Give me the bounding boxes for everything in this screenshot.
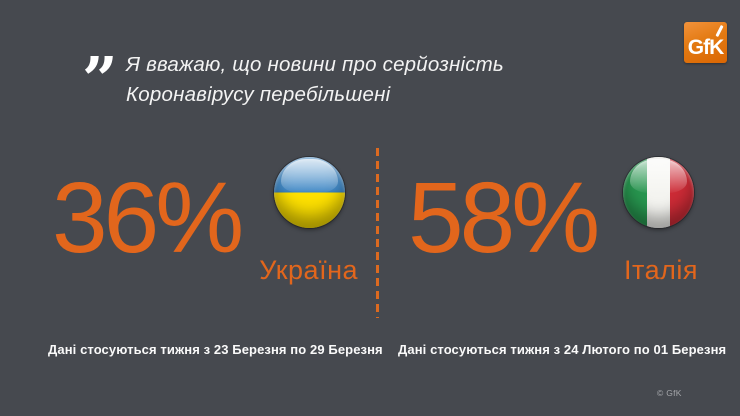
ukraine-flag-icon <box>274 157 345 228</box>
dashed-divider <box>376 148 379 318</box>
flag-gloss <box>281 159 338 193</box>
quote-line-1: Я вважаю, що новини про серйозність <box>126 53 504 76</box>
quote-line-2: Коронавірусу перебільшені <box>126 83 391 106</box>
italy-flag-icon <box>623 157 694 228</box>
gfk-logo: GfK <box>684 22 727 63</box>
ukraine-data-period-caption: Дані стосуються тижня з 23 Березня по 29… <box>48 342 383 357</box>
gfk-logo-text: GfK <box>687 36 724 59</box>
flag-gloss <box>630 159 687 193</box>
quote-icon: ” <box>82 43 118 116</box>
italy-data-period-caption: Дані стосуються тижня з 24 Лютого по 01 … <box>398 342 727 357</box>
italy-country-label: Італія <box>624 255 698 285</box>
copyright-notice: © GfK <box>657 388 682 398</box>
italy-percentage: 58% <box>408 162 600 274</box>
quote-text: Я вважаю, що новини про серйозність Коро… <box>126 50 606 110</box>
ukraine-percentage: 36% <box>52 162 244 274</box>
ukraine-country-label: Україна <box>259 255 358 285</box>
